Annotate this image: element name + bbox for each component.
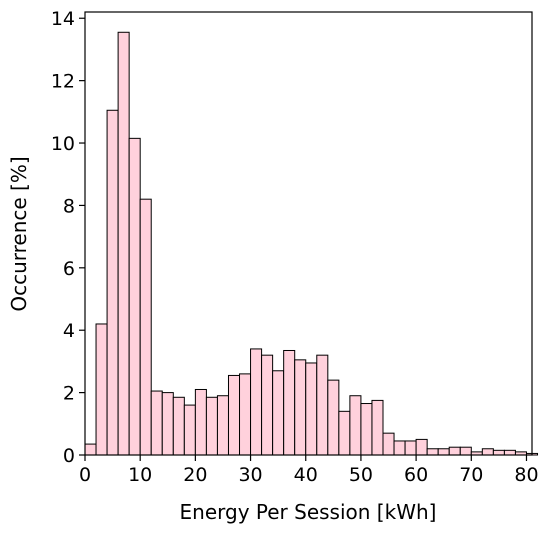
x-tick-label: 0 [79, 464, 91, 486]
histogram-bar [338, 410, 351, 456]
plot-frame [84, 11, 533, 456]
histogram-bar [349, 395, 362, 456]
x-tick-label: 80 [514, 464, 538, 486]
histogram-bar [183, 404, 196, 456]
x-tick-label: 70 [459, 464, 483, 486]
x-tick-label: 50 [349, 464, 373, 486]
histogram-bar [360, 403, 373, 456]
x-axis: 0 10 20 30 40 50 60 70 80 [79, 455, 539, 486]
bars-group [84, 31, 539, 456]
x-axis-label: Energy Per Session [kWh] [180, 500, 437, 524]
y-tick-label: 6 [63, 258, 75, 280]
x-tick-label: 40 [294, 464, 318, 486]
y-tick-label: 4 [63, 320, 75, 342]
histogram-bar [139, 198, 152, 456]
histogram-bar [172, 396, 185, 456]
histogram-bar [415, 438, 428, 456]
histogram-bar [84, 443, 97, 456]
x-tick-label: 10 [128, 464, 152, 486]
histogram-bar [250, 348, 263, 456]
histogram-bar [216, 395, 229, 456]
y-tick-label: 12 [51, 71, 75, 93]
histogram-bar [316, 354, 329, 456]
histogram-bar [382, 432, 395, 456]
histogram-bar [503, 449, 516, 456]
y-tick-label: 14 [51, 8, 75, 30]
histogram-bar [117, 31, 130, 456]
x-tick-label: 20 [183, 464, 207, 486]
histogram-bar [106, 109, 119, 456]
histogram-bar [205, 396, 218, 456]
histogram-bar [128, 137, 141, 456]
histogram-bar [283, 349, 296, 456]
histogram-bar [272, 370, 285, 456]
histogram-bar [261, 354, 274, 456]
histogram-bar [194, 388, 207, 456]
histogram-bar [371, 399, 384, 456]
y-tick-label: 8 [63, 195, 75, 217]
histogram-bar [437, 448, 450, 456]
histogram-bar [239, 373, 252, 456]
y-tick-label: 0 [63, 445, 75, 467]
histogram-bar [95, 323, 108, 456]
histogram-bar [294, 359, 307, 456]
y-axis-label: Occurrence [%] [7, 156, 31, 311]
histogram-bar [459, 446, 472, 456]
histogram-bar [393, 440, 406, 456]
x-tick-label: 60 [404, 464, 428, 486]
histogram-bar [161, 392, 174, 456]
histogram-bar [404, 440, 417, 456]
y-tick-label: 10 [51, 133, 75, 155]
y-axis: 0 2 4 6 8 10 12 14 [51, 8, 85, 467]
histogram-bar [426, 448, 439, 456]
histogram-bar [227, 374, 241, 456]
x-tick-label: 30 [238, 464, 262, 486]
histogram-bar [327, 379, 340, 456]
histogram-bar [492, 449, 505, 456]
histogram-bar [481, 448, 494, 456]
histogram-bar [305, 362, 318, 456]
histogram-bar [150, 390, 163, 456]
histogram-bar [448, 446, 461, 456]
y-tick-label: 2 [63, 383, 75, 405]
